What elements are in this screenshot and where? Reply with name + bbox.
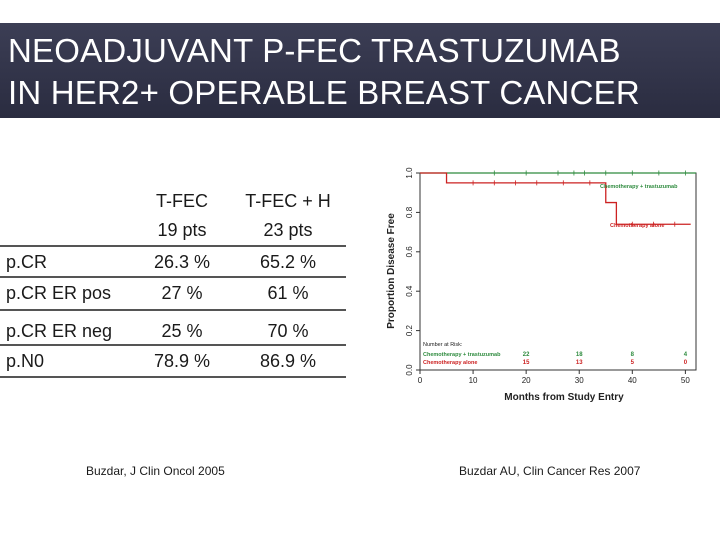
plot-border: [419, 172, 697, 371]
table-divider: [0, 245, 346, 247]
row-tfec-value: 78.9 %: [153, 351, 211, 371]
citation-left: Buzdar, J Clin Oncol 2005: [86, 464, 225, 478]
slide-title-line-1: NEOADJUVANT P-FEC TRASTUZUMAB: [8, 32, 621, 69]
risk-count: 22: [523, 352, 530, 358]
y-tick-label: 0.2: [405, 324, 414, 336]
row-tfec-value: 27 %: [161, 283, 203, 303]
y-tick-label: 0.6: [405, 246, 414, 258]
header-tfec: T-FEC: [156, 191, 208, 211]
row-tfec-value: 25 %: [161, 321, 203, 341]
risk-row-label-chemo: Chemotherapy alone: [423, 360, 477, 366]
risk-count: 18: [576, 352, 583, 358]
y-tick-label: 0.8: [405, 206, 414, 218]
risk-count: 4: [684, 352, 688, 358]
risk-count: 13: [576, 360, 583, 366]
x-tick-label: 40: [628, 376, 637, 385]
series-line-chemo-alone: [420, 172, 691, 225]
table-divider: [0, 376, 346, 378]
slide-title-bar: NEOADJUVANT P-FEC TRASTUZUMAB IN HER2+ O…: [0, 23, 720, 118]
y-axis-label: Proportion Disease Free: [386, 213, 397, 329]
x-tick-label: 50: [681, 376, 690, 385]
y-tick-label: 0.4: [405, 285, 414, 297]
x-tick-label: 30: [575, 376, 584, 385]
row-tfech-value: 61 %: [267, 283, 309, 303]
risk-count: 8: [631, 352, 635, 358]
x-tick-label: 0: [418, 376, 423, 385]
row-tfec-value: 26.3 %: [153, 252, 211, 272]
row-label: p.CR: [6, 252, 48, 272]
risk-row-label-trastuzumab: Chemotherapy + trastuzumab: [423, 352, 501, 358]
risk-count: 15: [523, 360, 530, 366]
row-label: p.N0: [6, 351, 45, 371]
x-tick-label: 20: [522, 376, 531, 385]
x-tick-label: 10: [469, 376, 478, 385]
header-tfec-n: 19 pts: [157, 220, 207, 240]
table-divider: [0, 344, 346, 346]
y-tick-label: 0.0: [405, 364, 414, 376]
slide-title-line-2: IN HER2+ OPERABLE BREAST CANCER: [8, 74, 640, 111]
legend-trastuzumab: Chemotherapy + trastuzumab: [600, 184, 678, 190]
row-label: p.CR ER neg: [6, 321, 113, 341]
y-tick-label: 1.0: [405, 167, 414, 179]
header-tfec-h: T-FEC + H: [245, 191, 331, 211]
row-tfech-value: 70 %: [267, 321, 309, 341]
row-tfech-value: 65.2 %: [259, 252, 317, 272]
row-tfech-value: 86.9 %: [259, 351, 317, 371]
legend-chemo-alone: Chemotherapy alone: [610, 223, 664, 229]
row-label: p.CR ER pos: [6, 283, 112, 303]
risk-count: 0: [684, 360, 688, 366]
risk-table-title: Number at Risk:: [423, 342, 463, 348]
citation-right: Buzdar AU, Clin Cancer Res 2007: [459, 464, 641, 478]
km-chart: 22 18 8 415 13 5 0 0.00.20.40.60.81.00 10 20 30 40…: [386, 167, 697, 403]
table-divider: [0, 309, 346, 311]
table-divider: [0, 276, 346, 278]
plot-frame: [419, 172, 697, 371]
header-tfec-h-n: 23 pts: [263, 220, 313, 240]
x-axis-label: Months from Study Entry: [504, 392, 624, 403]
risk-count: 5: [631, 360, 635, 366]
